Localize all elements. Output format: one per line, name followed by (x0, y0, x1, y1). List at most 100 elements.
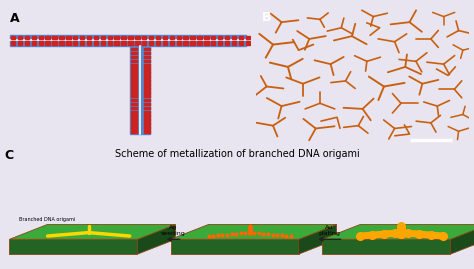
Bar (176, 36, 181, 39)
Polygon shape (322, 224, 474, 239)
Bar (66, 36, 71, 39)
Bar (218, 41, 222, 45)
Bar (142, 41, 146, 45)
Bar (144, 87, 150, 90)
Bar (163, 36, 167, 39)
Bar (144, 95, 150, 97)
Bar (100, 36, 105, 39)
Bar (135, 36, 139, 39)
Bar (144, 48, 150, 50)
Bar (144, 56, 150, 58)
Polygon shape (299, 224, 337, 254)
Bar (9, 35, 246, 46)
Bar (131, 87, 137, 90)
Bar (191, 41, 195, 45)
Bar (131, 56, 137, 58)
Bar (144, 52, 150, 54)
Bar (130, 46, 150, 134)
Bar (225, 36, 229, 39)
Bar (121, 41, 126, 45)
Bar (144, 122, 150, 125)
Bar (211, 41, 216, 45)
Bar (144, 63, 150, 66)
Bar (183, 36, 188, 39)
Bar (73, 36, 77, 39)
Bar (238, 36, 243, 39)
Bar (144, 130, 150, 133)
Bar (218, 36, 222, 39)
Bar (149, 36, 154, 39)
Bar (131, 130, 137, 133)
Bar (204, 41, 209, 45)
Bar (38, 36, 43, 39)
Polygon shape (9, 239, 137, 254)
Text: A: A (9, 12, 19, 25)
Bar (131, 115, 137, 117)
Polygon shape (322, 239, 450, 254)
Bar (131, 83, 137, 86)
Bar (32, 36, 36, 39)
Bar (156, 36, 160, 39)
Bar (191, 36, 195, 39)
Bar (114, 36, 119, 39)
Bar (131, 48, 137, 50)
Bar (142, 36, 146, 39)
Bar (87, 36, 91, 39)
Bar (149, 41, 154, 45)
Bar (144, 68, 150, 70)
Bar (131, 63, 137, 66)
Text: Au
plating: Au plating (319, 225, 340, 236)
Bar (59, 36, 64, 39)
Bar (204, 36, 209, 39)
Bar (211, 36, 216, 39)
Bar (131, 71, 137, 74)
Bar (144, 118, 150, 121)
Bar (170, 41, 174, 45)
Text: B: B (262, 11, 272, 24)
Bar (46, 36, 50, 39)
Bar (156, 41, 160, 45)
Bar (128, 36, 133, 39)
Bar (144, 99, 150, 101)
Polygon shape (171, 239, 299, 254)
Bar (131, 118, 137, 121)
Bar (94, 36, 98, 39)
Bar (131, 52, 137, 54)
Bar (238, 41, 243, 45)
Bar (131, 75, 137, 78)
Bar (131, 126, 137, 129)
Bar (183, 41, 188, 45)
Bar (108, 36, 112, 39)
Bar (232, 41, 236, 45)
Bar (144, 60, 150, 62)
Bar (144, 79, 150, 82)
Bar (246, 36, 250, 39)
Bar (131, 99, 137, 101)
Bar (52, 36, 57, 39)
Bar (232, 36, 236, 39)
Text: Branched DNA origami: Branched DNA origami (19, 217, 75, 222)
Polygon shape (171, 224, 337, 239)
Bar (80, 41, 84, 45)
Bar (144, 71, 150, 74)
Bar (11, 36, 15, 39)
Bar (25, 41, 29, 45)
Bar (170, 36, 174, 39)
Bar (144, 75, 150, 78)
Bar (32, 41, 36, 45)
Bar (131, 60, 137, 62)
Text: Scheme of metallization of branched DNA origami: Scheme of metallization of branched DNA … (115, 149, 359, 159)
Bar (176, 41, 181, 45)
Bar (25, 36, 29, 39)
Bar (114, 41, 119, 45)
Bar (197, 41, 201, 45)
Bar (131, 122, 137, 125)
Bar (246, 41, 250, 45)
Bar (18, 36, 22, 39)
Bar (144, 91, 150, 94)
Bar (131, 79, 137, 82)
Bar (144, 107, 150, 109)
Bar (131, 91, 137, 94)
Bar (144, 111, 150, 113)
Bar (163, 41, 167, 45)
